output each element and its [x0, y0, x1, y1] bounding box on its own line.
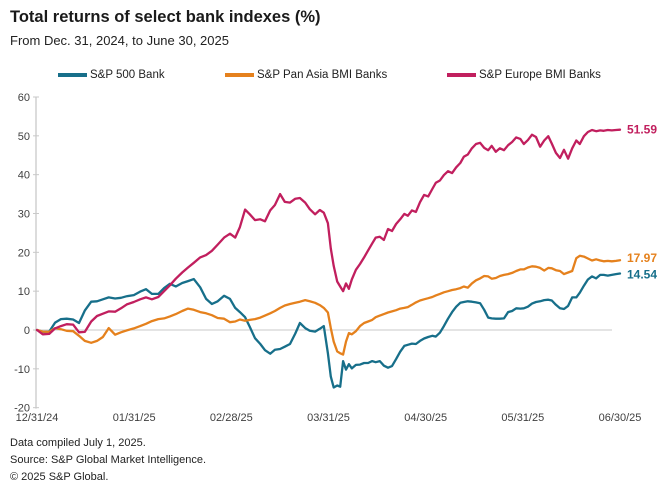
- legend-swatch-sp-500-bank: [58, 73, 87, 77]
- legend-item-sp-pan-asia-bmi-banks: S&P Pan Asia BMI Banks: [225, 68, 387, 82]
- footer-source-note: Source: S&P Global Market Intelligence.: [10, 454, 207, 466]
- chart-subtitle: From Dec. 31, 2024, to June 30, 2025: [10, 33, 229, 48]
- series-line-sp-europe-bmi-banks: [35, 128, 622, 336]
- x-tick-label: 02/28/25: [210, 412, 253, 424]
- y-tick-label: -10: [14, 364, 30, 376]
- y-tick-label: 50: [18, 131, 30, 143]
- end-value-label-sp-500-bank: 14.54: [627, 268, 657, 282]
- end-value-label-sp-pan-asia-bmi-banks: 17.97: [627, 251, 657, 265]
- x-tick-label: 05/31/25: [501, 412, 544, 424]
- y-tick-label: 60: [18, 92, 30, 104]
- legend-swatch-sp-europe-bmi-banks: [447, 73, 476, 77]
- series-line-sp-pan-asia-bmi-banks: [35, 254, 622, 356]
- legend-label-sp-500-bank: S&P 500 Bank: [90, 69, 165, 81]
- y-tick-label: 0: [24, 325, 30, 337]
- y-tick-label: 40: [18, 170, 30, 182]
- legend-label-sp-europe-bmi-banks: S&P Europe BMI Banks: [479, 69, 601, 81]
- x-tick-label: 01/31/25: [113, 412, 156, 424]
- page-title: Total returns of select bank indexes (%): [10, 8, 321, 26]
- y-tick-label: 30: [18, 209, 30, 221]
- chart-legend: S&P 500 Bank S&P Pan Asia BMI Banks S&P …: [0, 68, 660, 84]
- legend-item-sp-europe-bmi-banks: S&P Europe BMI Banks: [447, 68, 601, 82]
- legend-label-sp-pan-asia-bmi-banks: S&P Pan Asia BMI Banks: [257, 69, 388, 81]
- y-tick-label: 20: [18, 247, 30, 259]
- series-line-sp-500-bank: [35, 272, 622, 389]
- end-value-label-sp-europe-bmi-banks: 51.59: [627, 123, 657, 137]
- x-tick-label: 03/31/25: [307, 412, 350, 424]
- x-tick-label: 06/30/25: [599, 412, 642, 424]
- x-tick-label: 04/30/25: [404, 412, 447, 424]
- legend-swatch-sp-pan-asia-bmi-banks: [225, 73, 254, 77]
- y-tick-label: -20: [14, 403, 30, 415]
- footer-compiled-note: Data compiled July 1, 2025.: [10, 437, 146, 449]
- x-tick-label: 12/31/24: [16, 412, 59, 424]
- y-tick-label: 10: [18, 286, 30, 298]
- footer-copyright: © 2025 S&P Global.: [10, 471, 109, 483]
- legend-item-sp-500-bank: S&P 500 Bank: [58, 68, 165, 82]
